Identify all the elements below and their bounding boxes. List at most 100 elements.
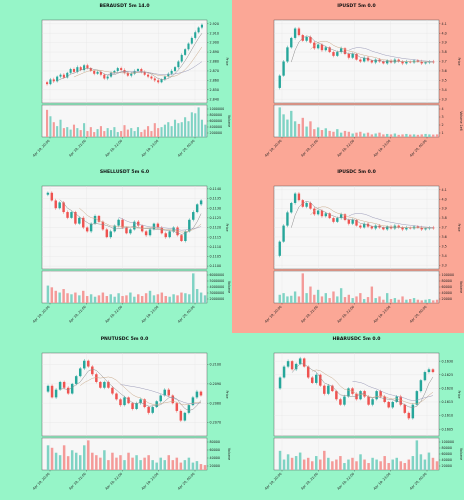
volume-bar — [116, 132, 119, 137]
volume-bar — [56, 126, 59, 137]
price-axis-label: Price — [457, 223, 461, 231]
price-tick-label: 0.1615 — [442, 400, 454, 404]
volume-bar — [144, 293, 148, 303]
volume-bar — [203, 465, 207, 470]
candle-body — [379, 391, 382, 397]
volume-bar — [192, 273, 195, 303]
volume-bar — [199, 464, 203, 470]
candle-body — [409, 61, 412, 63]
volume-bar — [179, 462, 183, 470]
candle-body — [195, 204, 199, 213]
candle-body — [107, 381, 110, 388]
volume-tick-label: 80000 — [442, 446, 453, 450]
volume-tick-label: 40000 — [210, 456, 221, 460]
candle-body — [151, 407, 154, 413]
volume-bar — [83, 123, 86, 137]
moving-average-line — [120, 384, 201, 405]
candle-body — [367, 396, 370, 405]
candle-body — [121, 219, 124, 228]
volume-bar — [113, 296, 116, 303]
candle-body — [359, 59, 362, 62]
candle-body — [95, 374, 98, 382]
volume-bar — [420, 134, 423, 137]
price-tick-label: 2.910 — [210, 31, 219, 35]
candle-body — [336, 52, 339, 56]
candle-body — [431, 369, 435, 373]
candle-body — [167, 389, 171, 396]
price-tick-label: 4.0 — [442, 31, 447, 35]
volume-bar — [66, 456, 70, 470]
volume-tick-label: 2 — [442, 123, 444, 127]
price-tick-label: 3.6 — [442, 69, 447, 73]
volume-bar — [62, 445, 66, 470]
candle-body — [157, 80, 160, 83]
volume-bar — [378, 296, 381, 303]
volume-bar — [93, 132, 96, 137]
candle-body — [382, 227, 385, 230]
volume-bar — [293, 291, 297, 303]
volume-bar — [387, 463, 390, 470]
candle-body — [120, 68, 123, 70]
candle-body — [286, 361, 290, 367]
volume-tick-label: 600000 — [210, 119, 223, 123]
volume-bar — [46, 285, 50, 303]
volume-bar — [432, 300, 435, 303]
volume-bar — [164, 296, 167, 303]
volume-bar — [389, 134, 393, 137]
volume-bar — [89, 127, 92, 137]
volume-bar — [301, 117, 304, 137]
volume-bar — [375, 459, 378, 470]
volume-bar — [397, 299, 400, 303]
volume-tick-label: 3 — [442, 115, 444, 119]
candle-body — [306, 366, 310, 378]
volume-bar — [133, 296, 136, 303]
candle-body — [286, 47, 289, 62]
volume-bar — [351, 133, 354, 137]
price-tick-label: 0.2100 — [210, 363, 222, 367]
volume-bar — [290, 457, 294, 470]
candle-body — [351, 388, 354, 394]
volume-bar — [293, 121, 297, 137]
volume-bar — [407, 459, 411, 470]
volume-bar — [412, 134, 416, 137]
candle-body — [143, 399, 146, 408]
volume-bar — [401, 134, 404, 137]
candle-body — [190, 37, 193, 44]
volume-bar — [339, 132, 343, 137]
volume-bar — [305, 293, 308, 303]
volume-bar — [117, 293, 120, 303]
volume-bar — [343, 130, 347, 137]
candle-body — [180, 54, 183, 62]
volume-bar — [69, 129, 72, 137]
volume-bar — [290, 295, 293, 303]
candle-body — [106, 76, 109, 79]
candle-body — [159, 395, 162, 402]
volume-bar — [86, 131, 89, 137]
candle-body — [129, 229, 132, 234]
price-tick-label: 0.1125 — [210, 216, 222, 220]
candle-body — [70, 383, 74, 394]
volume-bar — [297, 296, 301, 303]
candle-body — [315, 374, 318, 383]
candle-body — [297, 193, 301, 201]
candle-body — [85, 227, 89, 232]
candle-body — [140, 69, 143, 72]
volume-bar — [54, 290, 57, 303]
candle-body — [195, 391, 199, 398]
candle-body — [332, 52, 335, 56]
volume-axis-label: Volume 1e6 — [459, 111, 463, 131]
candle-body — [188, 219, 191, 232]
volume-bar — [294, 456, 298, 470]
price-tick-label: 2.890 — [210, 50, 219, 54]
volume-bar — [370, 286, 374, 303]
candle-body — [116, 68, 119, 71]
volume-bar — [103, 450, 106, 470]
candle-body — [93, 215, 97, 224]
candle-body — [89, 68, 92, 71]
volume-tick-label: 100000 — [442, 440, 455, 444]
volume-bar — [282, 114, 285, 137]
candle-body — [177, 61, 180, 68]
volume-bar — [151, 460, 154, 470]
candle-body — [126, 72, 129, 76]
